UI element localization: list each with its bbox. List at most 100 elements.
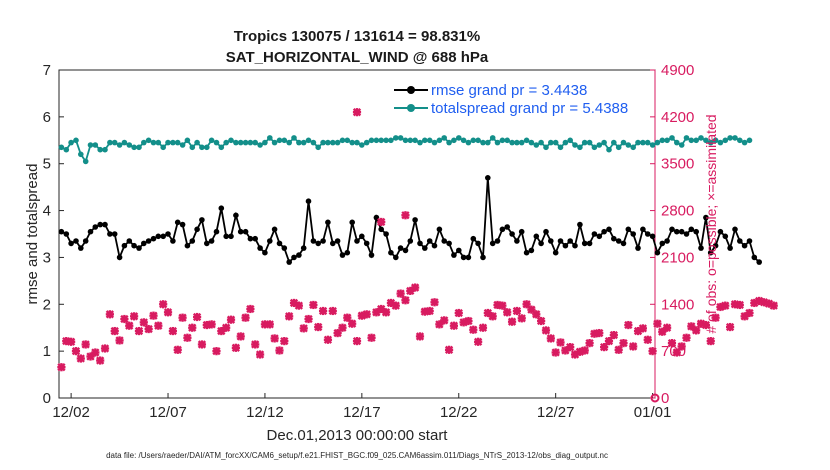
- obs-marker: [328, 306, 337, 316]
- data-point: [625, 226, 632, 233]
- obs-marker: [231, 343, 241, 352]
- data-point: [451, 252, 457, 258]
- data-point: [601, 139, 607, 146]
- data-point: [707, 249, 714, 256]
- data-point: [165, 231, 171, 237]
- obs-marker: [401, 296, 410, 305]
- obs-marker: [81, 340, 90, 349]
- y-right-tick-label: 1400: [661, 296, 694, 313]
- obs-marker: [585, 338, 594, 348]
- data-point: [567, 238, 573, 244]
- obs-marker: [134, 326, 144, 336]
- data-point: [73, 238, 79, 244]
- data-point: [577, 144, 583, 151]
- data-point: [683, 135, 690, 141]
- data-point: [276, 240, 283, 247]
- data-point: [557, 144, 564, 151]
- series-layer: [57, 108, 778, 403]
- data-point: [407, 137, 414, 144]
- data-point: [489, 240, 496, 247]
- obs-marker: [536, 316, 546, 326]
- data-point: [267, 238, 273, 244]
- data-point: [349, 139, 356, 146]
- obs-marker: [241, 313, 250, 322]
- data-point: [494, 238, 501, 244]
- data-point: [698, 135, 704, 141]
- obs-marker: [100, 344, 110, 353]
- data-point: [746, 238, 753, 244]
- data-point: [674, 139, 680, 146]
- obs-marker: [163, 308, 173, 317]
- data-point: [208, 137, 215, 144]
- data-point: [538, 240, 544, 247]
- data-point: [470, 137, 477, 144]
- data-point: [727, 245, 733, 251]
- data-point: [727, 135, 733, 141]
- data-point: [523, 249, 530, 256]
- data-point: [155, 233, 162, 240]
- obs-marker: [362, 310, 371, 319]
- data-point: [586, 240, 593, 247]
- data-point: [460, 254, 467, 261]
- data-point: [654, 139, 661, 146]
- chart-title-line-2: SAT_HORIZONTAL_WIND @ 688 hPa: [226, 49, 489, 66]
- data-point: [68, 240, 74, 247]
- data-point: [310, 139, 317, 146]
- obs-marker: [648, 346, 657, 356]
- data-point: [228, 233, 234, 240]
- data-point: [397, 135, 404, 141]
- data-point: [402, 137, 409, 144]
- obs-marker: [614, 345, 623, 354]
- data-point: [678, 142, 685, 148]
- data-point: [693, 228, 699, 235]
- data-point: [334, 139, 341, 146]
- data-point: [654, 249, 661, 256]
- data-point: [717, 139, 724, 146]
- data-point: [509, 231, 515, 237]
- data-point: [698, 245, 704, 251]
- obs-marker: [769, 301, 778, 310]
- data-point: [291, 254, 297, 261]
- obs-marker: [309, 300, 318, 310]
- y-right-tick-label: 3500: [661, 156, 694, 173]
- data-point: [315, 144, 322, 151]
- data-point: [363, 240, 370, 247]
- obs-marker: [323, 335, 333, 344]
- data-point: [756, 259, 762, 265]
- data-point: [354, 238, 360, 244]
- x-tick-label: 12/22: [440, 404, 478, 421]
- legend: rmse grand pr = 3.4438 totalspread grand…: [394, 82, 628, 117]
- data-point: [397, 245, 404, 251]
- right-axis: 0700140021002800350042004900: [650, 62, 694, 407]
- y-tick-label: 2: [43, 296, 51, 313]
- x-axis: 12/02 12/07 12/12 12/17 12/22 12/27 01/01: [52, 393, 671, 421]
- data-point: [611, 139, 617, 146]
- data-point: [97, 221, 103, 228]
- data-point: [620, 240, 627, 247]
- data-point: [68, 139, 74, 146]
- obs-marker: [255, 350, 265, 359]
- data-point: [509, 139, 515, 146]
- y-tick-label: 4: [43, 203, 51, 220]
- data-point: [296, 252, 302, 258]
- data-point: [184, 137, 191, 144]
- obs-marker: [377, 217, 386, 227]
- data-point: [480, 254, 486, 261]
- data-point: [145, 137, 152, 144]
- obs-marker: [338, 323, 347, 332]
- data-point: [92, 142, 99, 148]
- data-point: [562, 139, 569, 146]
- data-point: [431, 139, 438, 146]
- data-point: [121, 242, 128, 249]
- obs-marker: [120, 314, 129, 324]
- data-point: [674, 228, 680, 235]
- data-point: [179, 142, 186, 148]
- obs-marker: [110, 326, 119, 336]
- x-tick-label: 12/27: [537, 404, 575, 421]
- data-point: [669, 135, 675, 141]
- data-point: [141, 139, 147, 146]
- data-point: [131, 144, 137, 151]
- data-point: [78, 151, 84, 158]
- data-point: [456, 135, 462, 141]
- data-point: [557, 238, 564, 244]
